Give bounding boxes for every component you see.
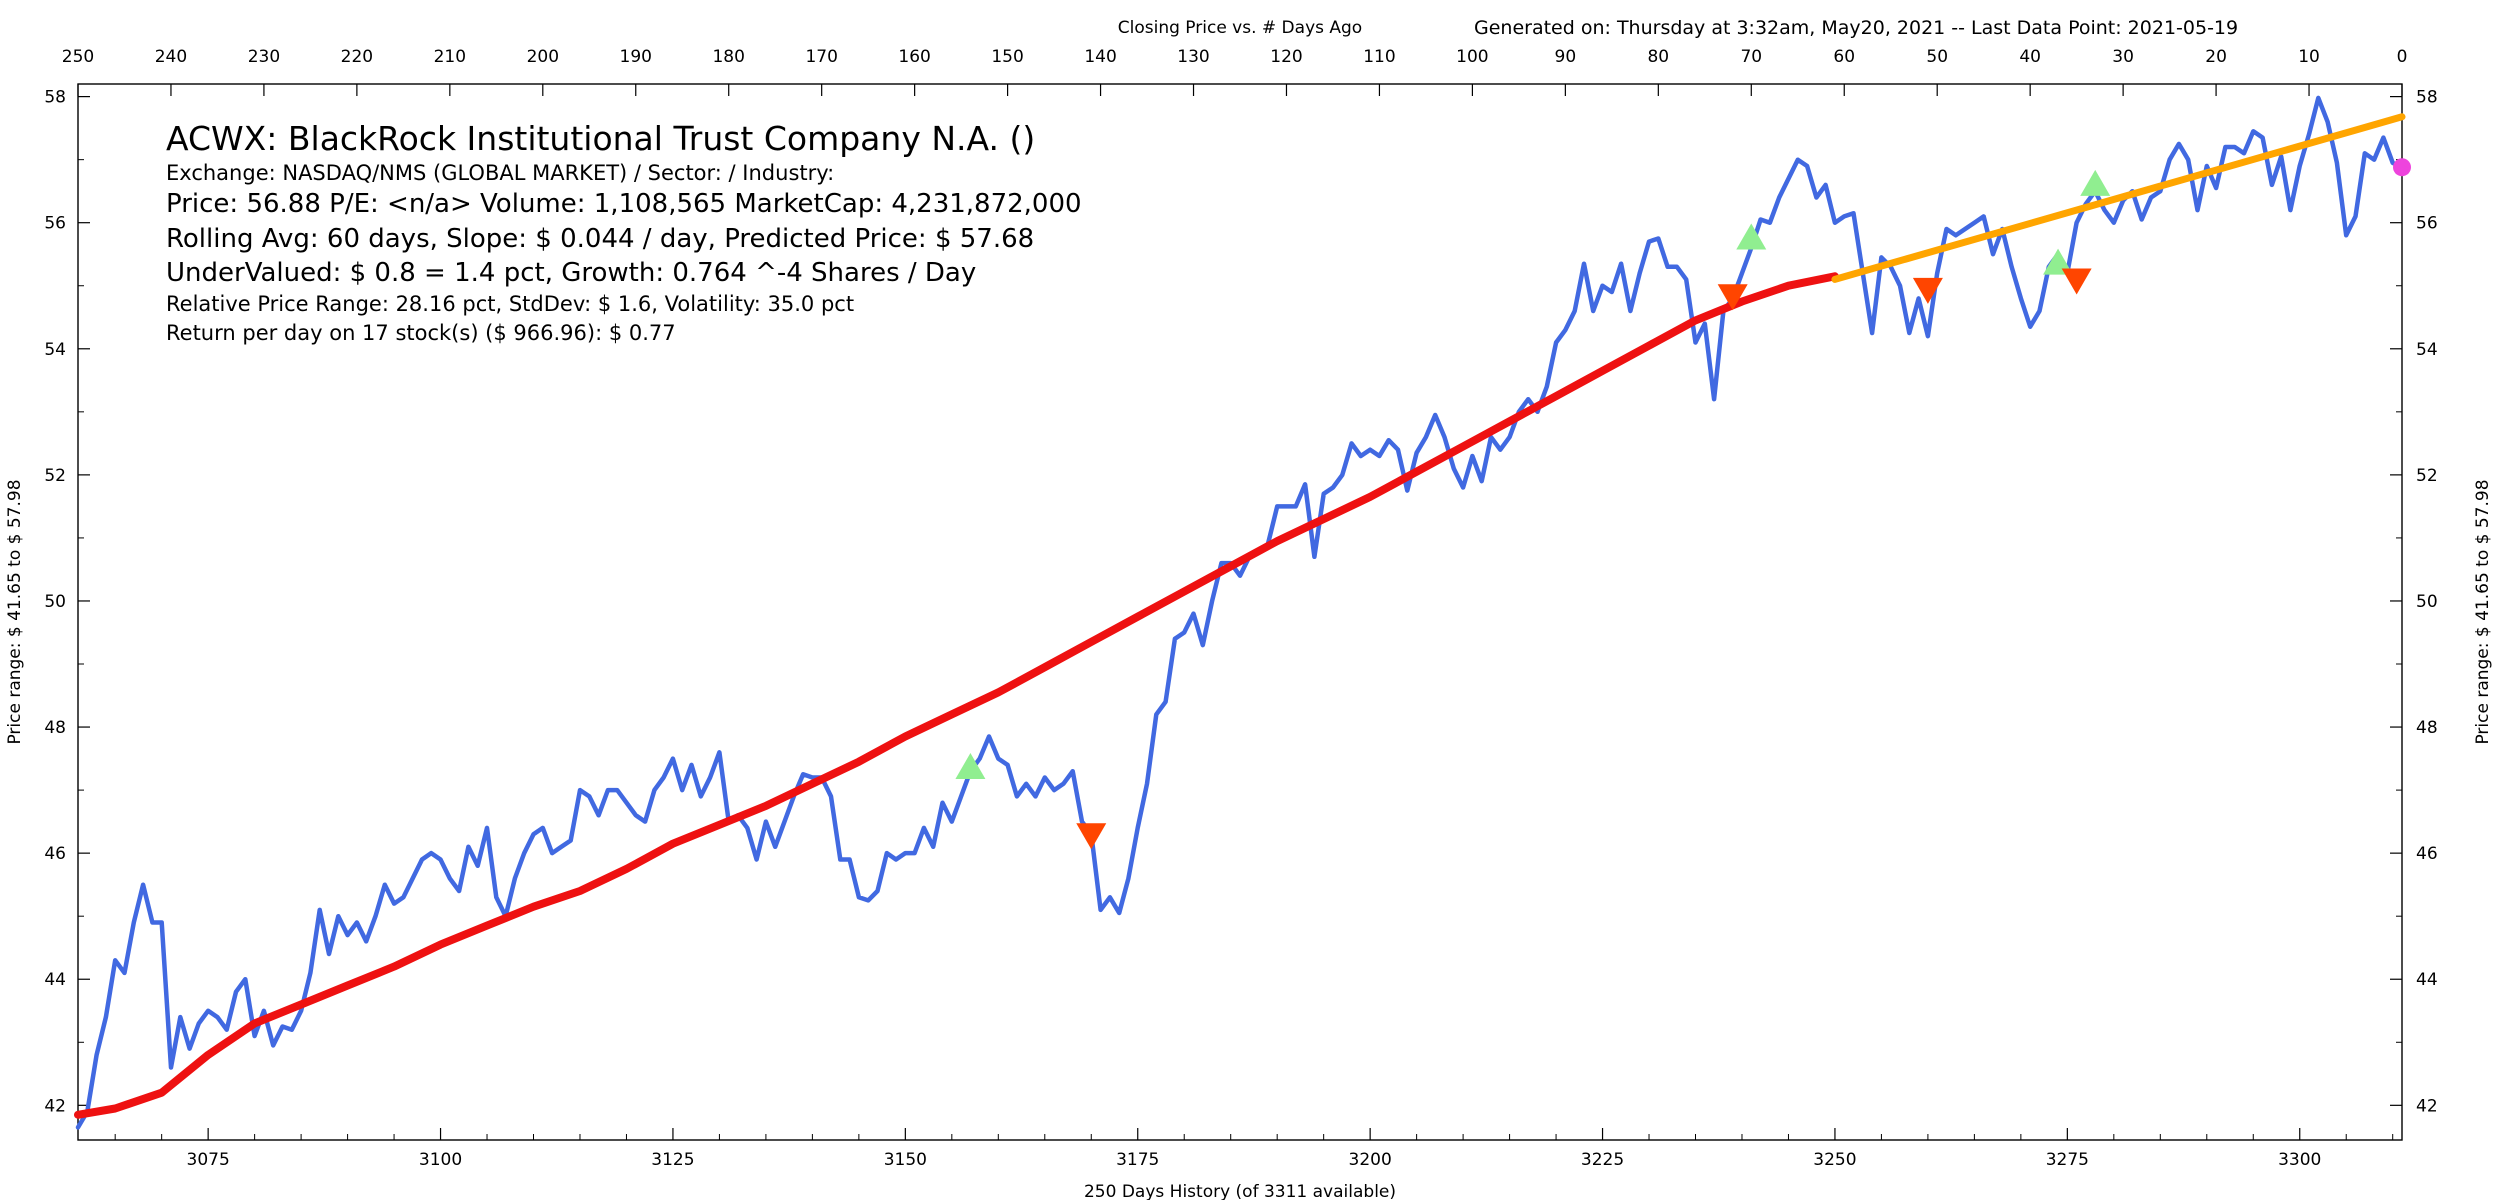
x-tick-label-top: 250 bbox=[62, 47, 94, 67]
annotation-line: Exchange: NASDAQ/NMS (GLOBAL MARKET) / S… bbox=[166, 161, 834, 185]
series-line-0 bbox=[75, 95, 2405, 1130]
x-tick-label-top: 40 bbox=[2019, 47, 2041, 67]
y-axis-label-left: Price range: $ 41.65 to $ 57.98 bbox=[5, 479, 25, 744]
last-price-marker bbox=[2393, 158, 2411, 177]
y-tick-label-right: 58 bbox=[2416, 88, 2438, 108]
x-tick-label-top: 10 bbox=[2298, 47, 2320, 67]
text-group: 42 42 44 44 46 46 48 48 50 50 52 52 54 54 56 56 58 58 3075… bbox=[5, 17, 2493, 1202]
y-tick-label-right: 48 bbox=[2416, 718, 2438, 738]
x-tick-label-top: 150 bbox=[991, 47, 1023, 67]
x-tick-label-bottom: 3125 bbox=[651, 1150, 694, 1170]
y-tick-label-right: 50 bbox=[2416, 592, 2438, 612]
x-tick-label-bottom: 3150 bbox=[884, 1150, 927, 1170]
buy-signal-marker bbox=[955, 753, 986, 780]
x-tick-label-bottom: 3300 bbox=[2278, 1150, 2321, 1170]
chart-title: Closing Price vs. # Days Ago bbox=[1118, 18, 1362, 38]
sell-signal-marker bbox=[1076, 823, 1107, 850]
x-tick-label-top: 140 bbox=[1084, 47, 1116, 67]
x-tick-label-top: 0 bbox=[2397, 47, 2408, 67]
x-tick-label-top: 70 bbox=[1740, 47, 1762, 67]
x-tick-label-bottom: 3100 bbox=[419, 1150, 462, 1170]
x-tick-label-top: 240 bbox=[155, 47, 187, 67]
x-tick-label-top: 230 bbox=[248, 47, 280, 67]
x-tick-label-top: 30 bbox=[2112, 47, 2134, 67]
x-tick-label-top: 20 bbox=[2205, 47, 2227, 67]
x-tick-label-top: 100 bbox=[1456, 47, 1488, 67]
series-line-1 bbox=[74, 272, 1839, 1119]
x-tick-label-top: 160 bbox=[898, 47, 930, 67]
y-tick-label-left: 54 bbox=[44, 340, 66, 360]
y-tick-label-right: 52 bbox=[2416, 466, 2438, 486]
x-tick-label-bottom: 3075 bbox=[187, 1150, 230, 1170]
x-tick-label-bottom: 3250 bbox=[1813, 1150, 1856, 1170]
annotation-line: Rolling Avg: 60 days, Slope: $ 0.044 / d… bbox=[166, 224, 1034, 254]
buy-signal-marker bbox=[1736, 223, 1767, 250]
x-tick-label-top: 90 bbox=[1555, 47, 1577, 67]
sell-signal-marker bbox=[1912, 277, 1943, 304]
series-line-2 bbox=[1831, 113, 2406, 283]
y-axis-label-right: Price range: $ 41.65 to $ 57.98 bbox=[2473, 479, 2493, 744]
buy-signal-marker bbox=[2043, 248, 2074, 275]
y-tick-label-left: 50 bbox=[44, 592, 66, 612]
y-tick-label-right: 42 bbox=[2416, 1096, 2438, 1116]
y-tick-label-left: 48 bbox=[44, 718, 66, 738]
annotation-line: UnderValued: $ 0.8 = 1.4 pct, Growth: 0.… bbox=[166, 258, 976, 288]
y-tick-label-left: 52 bbox=[44, 466, 66, 486]
y-tick-label-right: 54 bbox=[2416, 340, 2438, 360]
plot-border bbox=[77, 83, 2403, 1141]
y-tick-label-left: 56 bbox=[44, 214, 66, 234]
y-tick-label-left: 58 bbox=[44, 88, 66, 108]
x-tick-label-top: 220 bbox=[341, 47, 373, 67]
x-tick-label-top: 200 bbox=[527, 47, 559, 67]
y-tick-label-right: 56 bbox=[2416, 214, 2438, 234]
x-tick-label-top: 190 bbox=[620, 47, 652, 67]
x-tick-label-top: 130 bbox=[1177, 47, 1209, 67]
annotation-line: Price: 56.88 P/E: <n/a> Volume: 1,108,56… bbox=[166, 189, 1082, 219]
x-tick-label-top: 50 bbox=[1926, 47, 1948, 67]
x-tick-label-top: 60 bbox=[1833, 47, 1855, 67]
generated-info: Generated on: Thursday at 3:32am, May20,… bbox=[1474, 17, 2238, 39]
annotation-line: Relative Price Range: 28.16 pct, StdDev:… bbox=[166, 292, 854, 316]
x-tick-label-top: 110 bbox=[1363, 47, 1395, 67]
x-tick-label-top: 170 bbox=[805, 47, 837, 67]
x-tick-label-bottom: 3175 bbox=[1116, 1150, 1159, 1170]
x-tick-label-top: 180 bbox=[712, 47, 744, 67]
x-tick-label-bottom: 3225 bbox=[1581, 1150, 1624, 1170]
sell-signal-marker bbox=[1717, 284, 1748, 311]
y-tick-label-left: 46 bbox=[44, 844, 66, 864]
y-tick-label-right: 44 bbox=[2416, 970, 2438, 990]
x-tick-label-top: 80 bbox=[1647, 47, 1669, 67]
x-tick-label-top: 210 bbox=[434, 47, 466, 67]
y-tick-label-right: 46 bbox=[2416, 844, 2438, 864]
series-group bbox=[74, 95, 2406, 1130]
markers-group bbox=[955, 158, 2411, 850]
y-tick-label-left: 42 bbox=[44, 1096, 66, 1116]
buy-signal-marker bbox=[2080, 169, 2111, 196]
annotation-line: Return per day on 17 stock(s) ($ 966.96)… bbox=[166, 321, 676, 345]
sell-signal-marker bbox=[2061, 268, 2092, 295]
annotation-line: ACWX: BlackRock Institutional Trust Comp… bbox=[166, 119, 1035, 158]
y-tick-label-left: 44 bbox=[44, 970, 66, 990]
plot-frame-group bbox=[77, 83, 2403, 1141]
x-tick-label-bottom: 3275 bbox=[2046, 1150, 2089, 1170]
x-tick-label-bottom: 3200 bbox=[1349, 1150, 1392, 1170]
x-axis-label: 250 Days History (of 3311 available) bbox=[1084, 1182, 1396, 1200]
x-tick-label-top: 120 bbox=[1270, 47, 1302, 67]
